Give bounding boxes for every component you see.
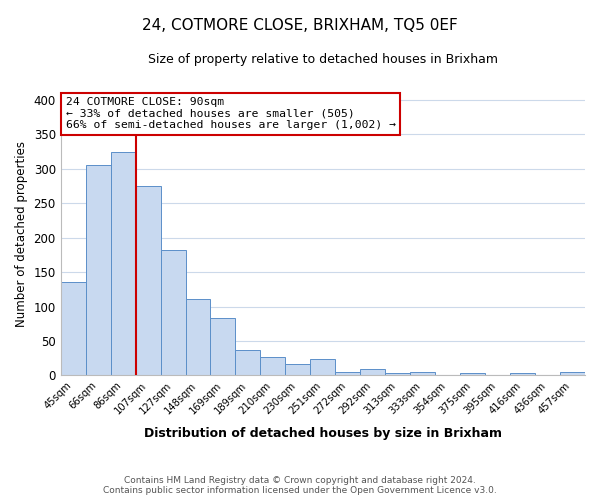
Bar [161, 250, 185, 376]
Title: Size of property relative to detached houses in Brixham: Size of property relative to detached ho… [148, 52, 498, 66]
Bar [360, 368, 385, 376]
Text: Contains HM Land Registry data © Crown copyright and database right 2024.
Contai: Contains HM Land Registry data © Crown c… [103, 476, 497, 495]
Bar [86, 166, 110, 376]
Text: 24, COTMORE CLOSE, BRIXHAM, TQ5 0EF: 24, COTMORE CLOSE, BRIXHAM, TQ5 0EF [142, 18, 458, 32]
Bar [61, 282, 86, 376]
Y-axis label: Number of detached properties: Number of detached properties [15, 141, 28, 327]
Bar [560, 372, 585, 376]
Bar [235, 350, 260, 376]
Bar [136, 186, 161, 376]
Bar [310, 359, 335, 376]
Bar [410, 372, 435, 376]
Text: 24 COTMORE CLOSE: 90sqm
← 33% of detached houses are smaller (505)
66% of semi-d: 24 COTMORE CLOSE: 90sqm ← 33% of detache… [66, 98, 396, 130]
Bar [460, 374, 485, 376]
Bar [110, 152, 136, 376]
Bar [185, 299, 211, 376]
X-axis label: Distribution of detached houses by size in Brixham: Distribution of detached houses by size … [144, 427, 502, 440]
Bar [286, 364, 310, 376]
Bar [510, 374, 535, 376]
Bar [335, 372, 360, 376]
Bar [385, 374, 410, 376]
Bar [260, 357, 286, 376]
Bar [211, 318, 235, 376]
